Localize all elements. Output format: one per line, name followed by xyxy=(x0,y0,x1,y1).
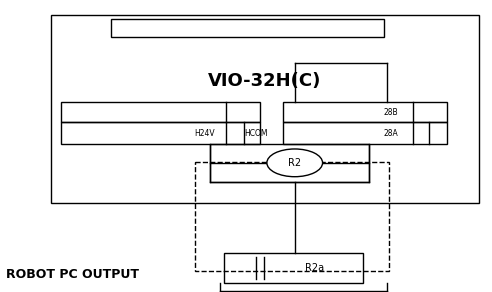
Text: 28A: 28A xyxy=(384,128,399,138)
Text: R2: R2 xyxy=(288,158,301,168)
Text: H24V: H24V xyxy=(194,128,215,138)
Bar xyxy=(224,253,363,283)
Text: VIO-32H(C): VIO-32H(C) xyxy=(208,72,322,90)
Bar xyxy=(195,162,389,271)
Bar xyxy=(61,122,260,144)
Text: HCOM: HCOM xyxy=(244,128,268,138)
Bar xyxy=(210,144,369,182)
Text: 28B: 28B xyxy=(384,108,399,117)
Bar xyxy=(283,102,447,122)
Bar xyxy=(61,102,260,122)
Text: ROBOT PC OUTPUT: ROBOT PC OUTPUT xyxy=(6,268,139,281)
Bar xyxy=(51,15,479,204)
Ellipse shape xyxy=(267,149,323,177)
Bar xyxy=(283,122,447,144)
Bar xyxy=(111,19,384,37)
Text: R2a: R2a xyxy=(305,263,324,273)
